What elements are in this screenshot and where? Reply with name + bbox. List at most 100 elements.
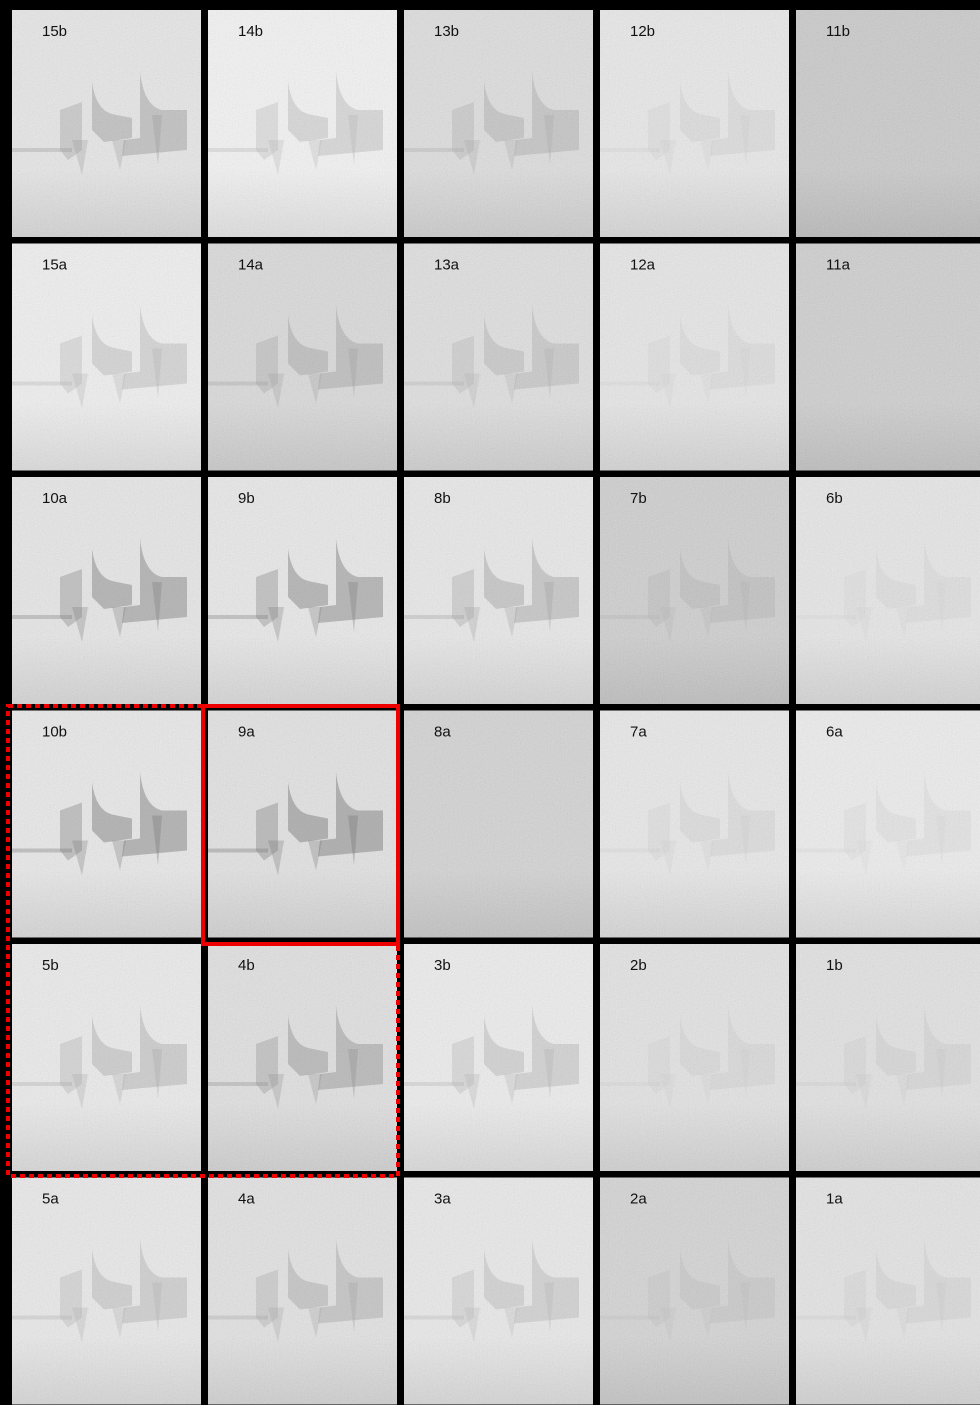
stroke-down xyxy=(348,115,358,165)
syllable xyxy=(876,1249,916,1310)
syllable xyxy=(92,1016,132,1076)
syllable xyxy=(256,102,278,160)
spectrogram-panel: 15b xyxy=(12,10,201,237)
panel-fade xyxy=(600,710,789,938)
spectrogram-panel: 6b xyxy=(796,477,980,704)
panel-label: 14a xyxy=(238,256,264,273)
spectrogram-panel: 7b xyxy=(600,477,789,704)
stroke-down xyxy=(348,1049,358,1099)
panel-fade xyxy=(600,1177,789,1405)
stroke-down xyxy=(308,607,322,637)
stroke-down xyxy=(152,348,162,399)
syllable xyxy=(514,539,579,623)
stroke-down xyxy=(112,373,126,404)
spectrogram-panel: 2b xyxy=(600,944,789,1171)
syllable xyxy=(122,72,187,156)
noise-band xyxy=(208,848,268,853)
noise-band xyxy=(12,615,72,619)
spectrogram-panel: 5b xyxy=(12,944,201,1171)
panel-label: 12b xyxy=(630,23,655,40)
song-trace xyxy=(600,772,775,876)
stroke-down xyxy=(348,348,358,399)
stroke-down xyxy=(348,582,358,632)
noise-band xyxy=(796,1082,856,1086)
panel-fade xyxy=(600,944,789,1171)
stroke-down xyxy=(152,582,162,632)
syllable xyxy=(288,782,328,843)
stroke-down xyxy=(72,140,88,175)
stroke-down xyxy=(740,582,750,632)
syllable xyxy=(318,1006,383,1090)
spectrogram-panel: 14a xyxy=(208,243,397,471)
stroke-down xyxy=(268,1307,284,1343)
spectrogram-panel: 2a xyxy=(600,1177,789,1405)
panel-label: 11a xyxy=(826,256,851,273)
stroke-down xyxy=(308,373,322,404)
panel-fade xyxy=(796,1177,980,1405)
spectrogram-panel: 6a xyxy=(796,710,980,938)
panel-fade xyxy=(208,1177,397,1405)
spectrogram-panel: 8a xyxy=(404,710,593,938)
stroke-down xyxy=(152,815,162,866)
panel-label: 15b xyxy=(42,23,67,40)
stroke-down xyxy=(504,140,518,170)
stroke-down xyxy=(700,840,714,871)
noise-band xyxy=(208,148,268,152)
syllable xyxy=(906,539,971,623)
panel-label: 4a xyxy=(238,1190,255,1207)
noise-band xyxy=(600,148,660,152)
syllable xyxy=(680,549,720,609)
spectrogram-panel: 3b xyxy=(404,944,593,1171)
panel-label: 7b xyxy=(630,490,647,507)
syllable xyxy=(680,1016,720,1076)
stroke-down xyxy=(544,115,554,165)
panel-fade xyxy=(796,10,980,237)
panel-fade xyxy=(208,243,397,471)
stroke-down xyxy=(72,373,88,409)
song-trace xyxy=(796,1239,971,1343)
stroke-down xyxy=(504,607,518,637)
syllable xyxy=(92,82,132,142)
song-trace xyxy=(208,539,383,642)
panel-fade xyxy=(208,710,397,938)
noise-band xyxy=(404,1082,464,1086)
syllable xyxy=(256,335,278,394)
song-trace xyxy=(12,1006,187,1109)
panel-fade xyxy=(796,710,980,938)
stroke-down xyxy=(308,140,322,170)
spectrogram-panel: 1a xyxy=(796,1177,980,1405)
stroke-down xyxy=(112,1307,126,1338)
syllable xyxy=(876,782,916,843)
stroke-down xyxy=(348,1282,358,1333)
stroke-down xyxy=(308,1074,322,1104)
syllable xyxy=(452,569,474,627)
syllable xyxy=(710,1006,775,1090)
spectrogram-panel: 15a xyxy=(12,243,201,471)
panel-fade xyxy=(600,243,789,471)
song-trace xyxy=(600,1006,775,1099)
panel-fade xyxy=(12,1177,201,1405)
syllable xyxy=(318,72,383,156)
panel-fade xyxy=(404,710,593,938)
panel-label: 14b xyxy=(238,23,263,40)
stroke-down xyxy=(660,607,676,642)
spectrogram-panel: 10b xyxy=(12,710,201,938)
stroke-down xyxy=(544,348,554,399)
stroke-down xyxy=(464,1307,480,1343)
syllable xyxy=(514,305,579,390)
song-trace xyxy=(208,772,383,876)
syllable xyxy=(92,1249,132,1310)
stroke-down xyxy=(856,1307,872,1343)
panel-fade xyxy=(404,1177,593,1405)
syllable xyxy=(680,315,720,376)
syllable xyxy=(710,1239,775,1324)
panel-fade xyxy=(796,944,980,1171)
noise-band xyxy=(404,615,464,619)
spectrogram-panel: 3a xyxy=(404,1177,593,1405)
spectrogram-panel: 13a xyxy=(404,243,593,471)
stroke-down xyxy=(896,1307,910,1338)
stroke-down xyxy=(268,607,284,642)
stroke-down xyxy=(544,1282,554,1333)
syllable xyxy=(906,1239,971,1324)
noise-band xyxy=(12,848,72,853)
